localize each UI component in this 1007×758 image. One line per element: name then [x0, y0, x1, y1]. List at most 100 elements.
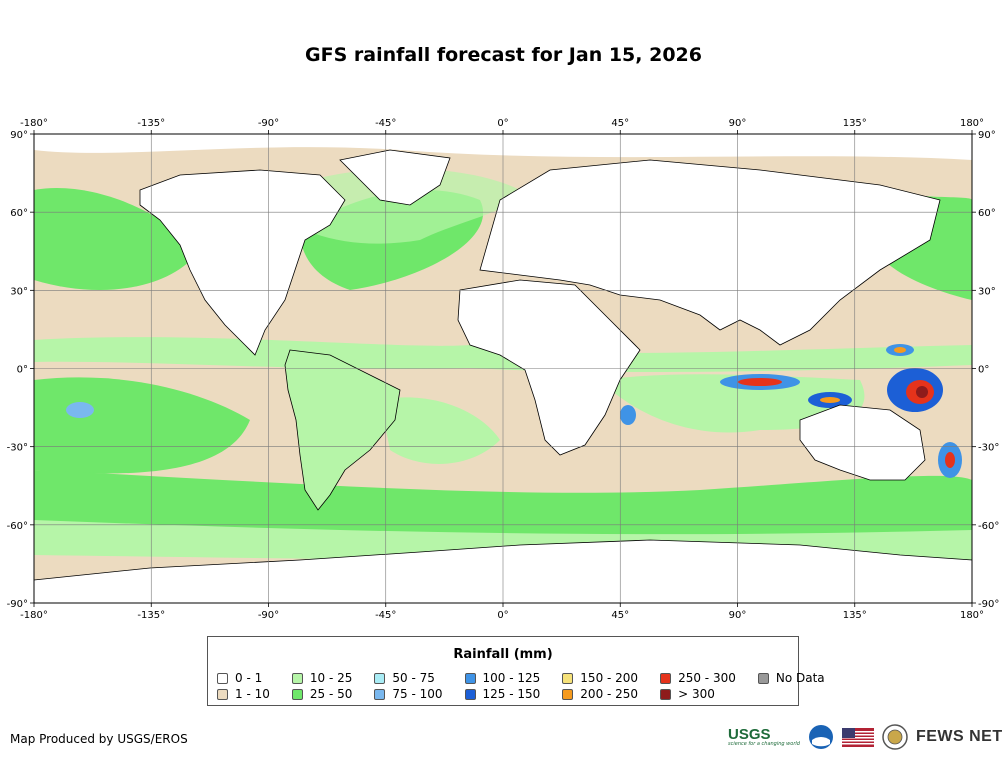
- africa: [457, 279, 641, 456]
- lat-label-right: 60°: [978, 208, 996, 219]
- legend-label: 25 - 50: [309, 687, 353, 701]
- pacific-heavy: [66, 402, 94, 418]
- legend-swatch: [291, 688, 303, 700]
- lat-label-left: 30°: [10, 286, 28, 297]
- south-america: [284, 349, 401, 511]
- legend-label: 200 - 250: [580, 687, 639, 701]
- legend-label: 100 - 125: [482, 671, 541, 685]
- legend-item: 250 - 300: [660, 670, 736, 686]
- legend-swatch: [464, 688, 476, 700]
- lat-label-left: -30°: [7, 443, 28, 454]
- legend-swatch: [374, 688, 386, 700]
- lon-label-top: 45°: [611, 118, 629, 129]
- legend-swatch: [660, 672, 672, 684]
- agency-logos: USGS science for a changing world FEWS N…: [728, 724, 1003, 750]
- lon-label-bottom: 180°: [960, 610, 984, 621]
- lat-label-left: 90°: [10, 130, 28, 141]
- north-america: [139, 169, 346, 356]
- legend-swatch: [217, 688, 228, 700]
- noaa-logo-icon: [808, 725, 833, 749]
- lat-label-right: -90°: [978, 599, 999, 610]
- legend-item: 75 - 100: [374, 686, 443, 702]
- legend-swatch: [374, 672, 386, 684]
- indonesia-core: [820, 397, 840, 403]
- lon-label-bottom: -45°: [375, 610, 396, 621]
- lon-label-top: 0°: [497, 118, 508, 129]
- legend-label: > 300: [678, 687, 715, 701]
- us-flag-icon: [841, 727, 874, 747]
- south-pacific-band: [34, 377, 250, 474]
- lon-label-bottom: 90°: [729, 610, 747, 621]
- lon-label-bottom: 45°: [611, 610, 629, 621]
- lat-label-left: -90°: [7, 599, 28, 610]
- madagascar-heavy: [620, 405, 636, 425]
- lat-label-right: -30°: [978, 443, 999, 454]
- state-dept-seal-icon: [882, 724, 908, 750]
- legend-item: 100 - 125: [464, 670, 541, 686]
- legend-title: Rainfall (mm): [453, 647, 553, 662]
- lon-label-bottom: -180°: [20, 610, 48, 621]
- legend-item: No Data: [757, 670, 825, 686]
- legend-label: No Data: [775, 671, 825, 685]
- coral-sea-core: [945, 452, 955, 468]
- legend-item: 25 - 50: [291, 686, 353, 702]
- lon-label-top: 180°: [960, 118, 984, 129]
- legend-label: 50 - 75: [392, 671, 435, 685]
- lat-label-right: 0°: [978, 365, 989, 376]
- legend-item: 200 - 250: [562, 686, 638, 702]
- lon-label-bottom: 135°: [843, 610, 867, 621]
- map-title: GFS rainfall forecast for Jan 15, 2026: [305, 44, 702, 66]
- usgs-logo: USGS science for a changing world: [728, 727, 800, 747]
- usgs-tagline: science for a changing world: [728, 741, 800, 747]
- legend-item: 10 - 25: [291, 670, 353, 686]
- legend-label: 1 - 10: [235, 687, 270, 701]
- lon-label-top: -180°: [20, 118, 48, 129]
- legend-swatch: [562, 688, 574, 700]
- legend-item: 0 - 1: [217, 670, 270, 686]
- lat-label-right: -60°: [978, 521, 999, 532]
- philippines-core: [894, 347, 906, 353]
- lon-label-bottom: -135°: [137, 610, 165, 621]
- lon-label-top: -135°: [137, 118, 165, 129]
- lat-label-left: 0°: [17, 365, 28, 376]
- legend-label: 10 - 25: [309, 671, 353, 685]
- north-pacific-band: [34, 188, 200, 290]
- legend-swatch: [757, 672, 769, 684]
- credit-text: Map Produced by USGS/EROS: [10, 732, 188, 746]
- legend-swatch: [217, 672, 228, 684]
- lon-label-top: 90°: [729, 118, 747, 129]
- lon-label-bottom: 0°: [497, 610, 508, 621]
- lat-label-left: -60°: [7, 521, 28, 532]
- lon-label-top: -90°: [258, 118, 279, 129]
- png-extreme: [916, 386, 928, 398]
- legend-label: 0 - 1: [235, 671, 263, 685]
- tick-marks: [30, 130, 976, 607]
- greenland: [339, 149, 451, 206]
- maritime-continent-core: [738, 378, 782, 386]
- lon-label-top: -45°: [375, 118, 396, 129]
- lon-label-top: 135°: [843, 118, 867, 129]
- south-atlantic-band: [380, 397, 500, 464]
- legend-item: 125 - 150: [464, 686, 541, 702]
- australia: [799, 404, 926, 481]
- legend-label: 125 - 150: [482, 687, 541, 701]
- lon-label-bottom: -90°: [258, 610, 279, 621]
- legend: Rainfall (mm) 0 - 1 1 - 10 10 - 25 25 - 50 5…: [207, 636, 825, 706]
- legend-label: 150 - 200: [580, 671, 639, 685]
- legend-item: > 300: [660, 686, 736, 702]
- lat-label-left: 60°: [10, 208, 28, 219]
- legend-swatch: [464, 672, 476, 684]
- graticule: [34, 134, 972, 603]
- legend-item: 50 - 75: [374, 670, 442, 686]
- lat-label-right: 90°: [978, 130, 996, 141]
- legend-item: 150 - 200: [562, 670, 638, 686]
- legend-item: 1 - 10: [217, 686, 270, 702]
- legend-label: 75 - 100: [392, 687, 443, 701]
- rainfall-map: -180° -180° -135° -135° -90° -90° -45° -45° 0° 0°…: [7, 118, 1000, 621]
- legend-label: 250 - 300: [678, 671, 736, 685]
- lat-label-right: 30°: [978, 286, 996, 297]
- legend-items: 0 - 1 1 - 10 10 - 25 25 - 50 50 - 75 75 - 100…: [217, 670, 825, 702]
- legend-swatch: [291, 672, 303, 684]
- fews-net-wordmark: FEWS NET: [915, 728, 1003, 745]
- usgs-wordmark: USGS: [728, 726, 771, 743]
